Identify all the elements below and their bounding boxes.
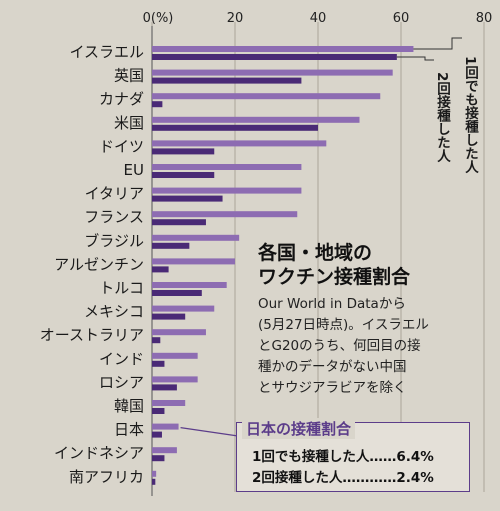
category-label: イタリア bbox=[85, 185, 144, 203]
bar-first-dose bbox=[152, 258, 235, 265]
bar-first-dose bbox=[152, 116, 360, 123]
bar-first-dose bbox=[152, 423, 179, 430]
title-line1: 各国・地域の bbox=[258, 242, 373, 264]
category-label: フランス bbox=[84, 208, 144, 226]
category-label: 韓国 bbox=[114, 397, 144, 415]
x-tick-label-80: 80 bbox=[476, 11, 493, 26]
category-label: インド bbox=[99, 350, 144, 368]
x-tick-label-20: 20 bbox=[227, 11, 244, 26]
desc-line4: 種かのデータがない中国 bbox=[258, 359, 407, 375]
category-label: オーストラリア bbox=[40, 326, 144, 344]
legend-second-dose: 2回接種した人 bbox=[434, 72, 450, 163]
bar-second-dose bbox=[152, 408, 165, 414]
bar-first-dose bbox=[152, 93, 381, 100]
bar-second-dose bbox=[152, 313, 186, 320]
category-label: メキシコ bbox=[84, 303, 144, 321]
legend-leader-first bbox=[413, 37, 462, 50]
bar-second-dose bbox=[152, 266, 169, 273]
bar-second-dose bbox=[152, 101, 163, 108]
category-label: ドイツ bbox=[99, 137, 144, 155]
bar-first-dose bbox=[152, 282, 227, 288]
bar-second-dose bbox=[152, 337, 161, 344]
category-label: ブラジル bbox=[84, 232, 144, 250]
bar-second-dose bbox=[152, 195, 223, 202]
category-label: アルゼンチン bbox=[54, 255, 144, 273]
bar-second-dose bbox=[152, 172, 215, 178]
japan-callout-line bbox=[180, 427, 239, 437]
bar-first-dose bbox=[152, 187, 302, 194]
x-tick-label-40: 40 bbox=[310, 11, 327, 26]
category-label: イスラエル bbox=[69, 43, 144, 61]
category-label: カナダ bbox=[99, 90, 144, 108]
description: Our World in Dataから (5月27日時点)。イスラエル とG20… bbox=[258, 294, 429, 399]
bar-second-dose bbox=[152, 478, 156, 485]
category-label: トルコ bbox=[99, 279, 144, 297]
bar-first-dose bbox=[152, 211, 298, 218]
japan-box-title: 日本の接種割合 bbox=[242, 418, 356, 439]
bar-second-dose bbox=[152, 77, 302, 84]
bar-first-dose bbox=[152, 69, 393, 76]
category-label: EU bbox=[124, 161, 144, 179]
title-line2: ワクチン接種割合 bbox=[258, 266, 411, 288]
category-label: インドネシア bbox=[54, 444, 144, 462]
bar-second-dose bbox=[152, 360, 165, 367]
bar-first-dose bbox=[152, 46, 414, 52]
bar-first-dose bbox=[152, 234, 240, 241]
bar-first-dose bbox=[152, 164, 302, 170]
desc-line3: とG20のうち、何回目の接 bbox=[258, 338, 421, 354]
category-label: 南アフリカ bbox=[69, 468, 144, 486]
japan-second-dose-row: 2回接種した人…………2.4% bbox=[252, 470, 434, 486]
category-label: ロシア bbox=[99, 373, 144, 391]
bar-first-dose bbox=[152, 470, 157, 477]
bar-second-dose bbox=[152, 124, 318, 131]
bar-first-dose bbox=[152, 352, 198, 359]
bar-second-dose bbox=[152, 384, 177, 391]
desc-line5: とサウジアラビアを除く bbox=[258, 380, 407, 396]
desc-line1: Our World in Dataから bbox=[258, 296, 406, 312]
bar-first-dose bbox=[152, 400, 186, 406]
bar-second-dose bbox=[152, 54, 397, 60]
desc-line2: (5月27日時点)。イスラエル bbox=[258, 317, 429, 333]
bar-second-dose bbox=[152, 455, 165, 462]
bar-first-dose bbox=[152, 376, 198, 383]
category-label: 米国 bbox=[114, 114, 144, 132]
japan-first-dose-row: 1回でも接種した人……6.4% bbox=[252, 449, 434, 465]
x-tick-label-0: 0(%) bbox=[143, 11, 174, 26]
bar-second-dose bbox=[152, 148, 215, 155]
category-label: 日本 bbox=[114, 421, 144, 439]
bar-second-dose bbox=[152, 242, 190, 249]
legend-first-dose: 1回でも接種した人 bbox=[462, 56, 478, 174]
bar-first-dose bbox=[152, 447, 177, 454]
bar-second-dose bbox=[152, 431, 162, 438]
bar-first-dose bbox=[152, 140, 327, 147]
x-tick-label-60: 60 bbox=[393, 11, 410, 26]
bar-first-dose bbox=[152, 305, 215, 312]
bar-second-dose bbox=[152, 290, 202, 296]
bar-second-dose bbox=[152, 219, 206, 226]
bar-first-dose bbox=[152, 329, 206, 336]
chart-title: 各国・地域の ワクチン接種割合 bbox=[258, 241, 410, 289]
legend-leader-second bbox=[396, 56, 434, 61]
category-label: 英国 bbox=[114, 67, 144, 85]
